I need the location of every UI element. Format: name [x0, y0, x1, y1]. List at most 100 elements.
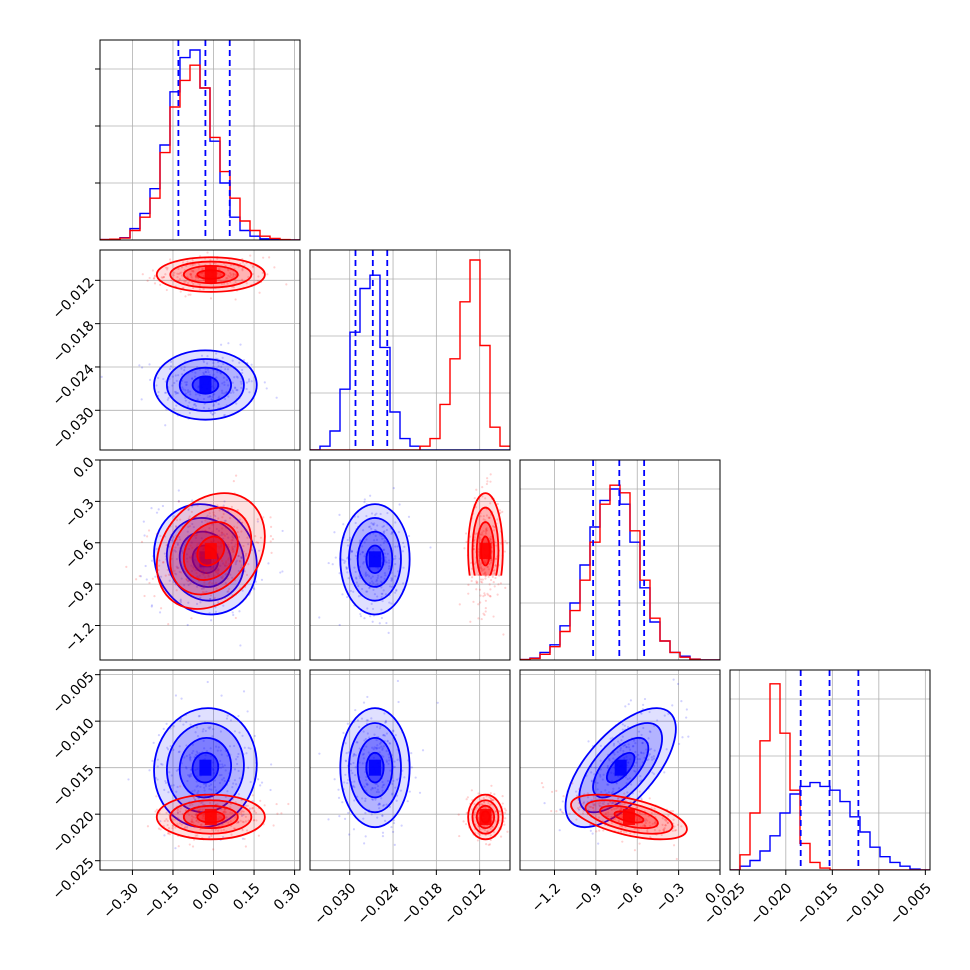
scatter-point	[176, 566, 179, 569]
scatter-point	[183, 366, 186, 369]
scatter-point	[243, 570, 246, 573]
scatter-point	[174, 374, 177, 377]
scatter-point	[217, 573, 220, 576]
scatter-point	[231, 359, 234, 362]
scatter-point	[239, 380, 242, 383]
scatter-point	[492, 581, 495, 584]
scatter-point	[226, 277, 229, 280]
scatter-point	[157, 508, 160, 511]
scatter-point	[265, 387, 268, 390]
scatter-point	[176, 276, 179, 279]
scatter-point	[236, 389, 239, 392]
scatter-point	[189, 393, 192, 396]
scatter-point	[187, 293, 190, 296]
scatter-point	[200, 537, 203, 540]
scatter-point	[242, 359, 246, 362]
scatter-point	[153, 277, 156, 280]
scatter-point	[250, 380, 253, 383]
scatter-point	[165, 288, 168, 292]
scatter-point	[185, 553, 189, 556]
scatter-point	[486, 477, 489, 480]
scatter-point	[164, 391, 168, 394]
scatter-point	[458, 603, 461, 606]
x-tick-label: −1.2	[529, 880, 564, 915]
scatter-point	[183, 280, 186, 283]
scatter-point	[225, 378, 229, 382]
scatter-point	[140, 366, 144, 369]
scatter-point	[227, 572, 231, 575]
scatter-point	[192, 270, 195, 273]
scatter-point	[202, 360, 206, 364]
scatter-point	[202, 288, 205, 291]
scatter-point	[491, 575, 494, 578]
scatter-point	[155, 384, 158, 387]
scatter-point	[224, 573, 227, 576]
scatter-point	[641, 703, 645, 706]
panel-frame	[309, 249, 511, 451]
scatter-point	[478, 588, 482, 591]
scatter-point	[206, 368, 209, 371]
scatter-point	[188, 843, 191, 846]
scatter-point	[139, 575, 142, 578]
scatter-point	[186, 260, 189, 263]
scatter-point	[192, 567, 195, 570]
scatter-point	[154, 575, 157, 578]
density-peak	[204, 808, 217, 825]
scatter-point	[225, 390, 228, 394]
scatter-point	[179, 508, 182, 511]
scatter-point	[165, 722, 168, 725]
scatter-point	[200, 520, 204, 524]
scatter-point	[280, 812, 283, 815]
scatter-point	[253, 734, 256, 738]
scatter-point	[192, 286, 195, 290]
scatter-point	[234, 563, 237, 566]
scatter-point	[212, 560, 216, 563]
scatter-point	[206, 251, 209, 254]
scatter-point	[209, 297, 213, 300]
scatter-point	[192, 269, 195, 272]
scatter-point	[174, 795, 178, 798]
scatter-point	[410, 752, 413, 755]
scatter-point	[259, 799, 262, 802]
scatter-point	[487, 575, 490, 578]
scatter-point	[212, 539, 216, 542]
scatter-point	[220, 389, 224, 392]
scatter-point	[148, 581, 151, 585]
scatter-point	[249, 254, 252, 257]
scatter-point	[638, 842, 641, 845]
scatter-point	[212, 393, 215, 396]
scatter-point	[333, 778, 336, 781]
scatter-point	[496, 593, 499, 596]
scatter-point	[188, 411, 191, 415]
scatter-point	[219, 564, 222, 567]
scatter-point	[187, 547, 191, 551]
scatter-point	[190, 510, 193, 514]
scatter-point	[146, 279, 149, 282]
scatter-point	[188, 401, 191, 404]
scatter-point	[333, 531, 336, 534]
scatter-point	[161, 276, 164, 279]
scatter-point	[173, 390, 177, 393]
scatter-point	[157, 734, 161, 737]
scatter-point	[159, 828, 162, 831]
scatter-point	[671, 704, 674, 707]
scatter-point	[188, 515, 191, 518]
scatter-point	[279, 571, 282, 574]
scatter-point	[543, 802, 546, 805]
scatter-point	[470, 579, 473, 583]
scatter-point	[185, 383, 188, 387]
scatter-point	[341, 593, 344, 596]
scatter-point	[189, 582, 192, 585]
scatter-point	[214, 569, 218, 572]
scatter-point	[234, 561, 238, 564]
density-peak	[368, 759, 381, 776]
scatter-point	[231, 381, 234, 384]
scatter-point	[219, 545, 223, 549]
scatter-point	[174, 525, 178, 528]
scatter-point	[162, 275, 166, 279]
scatter-point	[211, 398, 214, 401]
scatter-point	[681, 736, 684, 739]
scatter-point	[602, 829, 605, 832]
scatter-point	[595, 830, 598, 833]
scatter-point	[212, 560, 215, 563]
